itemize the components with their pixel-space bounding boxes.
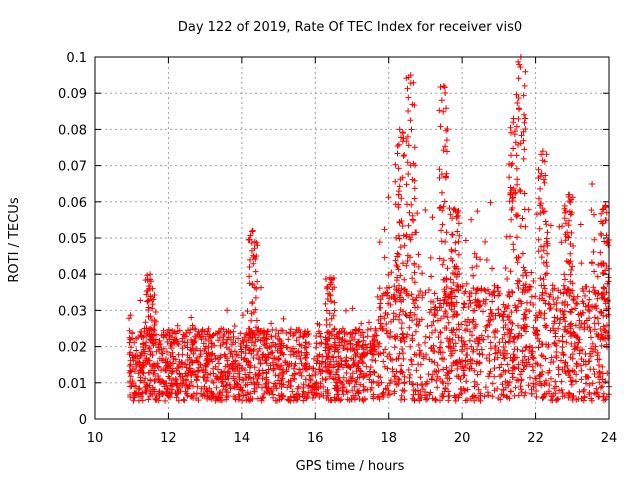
y-tick-label: 0.09	[58, 87, 87, 102]
x-tick-label: 12	[160, 431, 177, 446]
x-axis-label: GPS time / hours	[296, 459, 405, 474]
y-tick-label: 0.01	[58, 377, 87, 392]
y-tick-label: 0.05	[58, 232, 87, 247]
x-tick-label: 18	[380, 431, 397, 446]
chart-title: Day 122 of 2019, Rate Of TEC Index for r…	[178, 20, 522, 35]
scatter-points	[126, 54, 612, 404]
data-points	[126, 54, 612, 404]
x-tick-label: 16	[307, 431, 324, 446]
x-tick-label: 10	[87, 431, 104, 446]
y-tick-label: 0.08	[58, 123, 87, 138]
y-tick-label: 0.1	[66, 51, 87, 66]
y-tick-label: 0	[79, 413, 87, 428]
x-tick-label: 22	[527, 431, 544, 446]
y-tick-label: 0.02	[58, 341, 87, 356]
axis-ticks	[94, 56, 610, 420]
x-tick-label: 14	[234, 431, 251, 446]
x-tick-label: 24	[601, 431, 618, 446]
y-tick-label: 0.04	[58, 268, 87, 283]
axis-tick-labels: 10 12 14 16 18 20 22 24 0 0.01 0.02 0.03 0.04 0.05 0.0…	[58, 51, 617, 446]
x-tick-label: 20	[454, 431, 471, 446]
y-tick-label: 0.07	[58, 160, 87, 175]
y-tick-label: 0.03	[58, 304, 87, 319]
y-axis-label: ROTI / TECUs	[7, 197, 22, 282]
y-tick-label: 0.06	[58, 196, 87, 211]
